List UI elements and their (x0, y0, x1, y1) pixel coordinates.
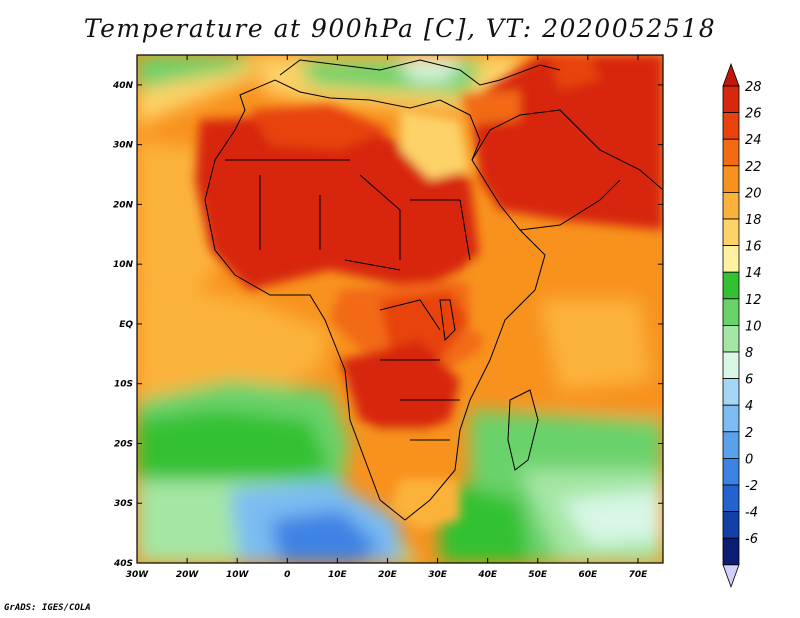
colorbar-label: 4 (745, 399, 753, 414)
lon-tick-label: 0 (284, 570, 290, 580)
colorbar-label: 22 (745, 160, 762, 175)
lon-tick-label: 10W (226, 570, 250, 580)
colorbar-segment (722, 218, 740, 247)
lat-tick-label: 20S (114, 439, 133, 449)
plot-frame (136, 54, 664, 564)
grads-credit: GrADS: IGES/COLA (4, 603, 91, 613)
lon-tick-label: 60E (579, 570, 599, 580)
lon-tick-label: 40E (477, 570, 498, 580)
colorbar-top-arrow (722, 62, 740, 87)
colorbar-label: 18 (745, 213, 762, 228)
map-axes: 30W 20W 10W 0 10E 20E 30E 40E 50E 60E 70E 40N 30N 20N… (112, 55, 663, 580)
colorbar-label: 26 (745, 107, 762, 122)
colorbar-segment (722, 165, 740, 193)
lon-tick-label: 30W (126, 570, 150, 580)
colorbar-segment (722, 404, 740, 433)
colorbar-label: 20 (745, 186, 762, 201)
lon-tick-label: 20E (378, 570, 398, 580)
colorbar-segment (722, 537, 740, 566)
map-title: Temperature at 900hPa [C], VT: 202005251… (83, 14, 717, 43)
lon-tick-label: 20W (176, 570, 200, 580)
colorbar-label: 10 (745, 319, 762, 334)
temperature-field (137, 55, 663, 563)
lat-tick-label: 20N (113, 200, 134, 210)
colorbar-segment (722, 85, 740, 114)
colorbar-label: -4 (745, 506, 758, 521)
lat-tick-label: 30N (113, 141, 134, 151)
colorbar-label: -2 (745, 479, 758, 494)
colorbar-segment (722, 112, 740, 140)
colorbar-segment (722, 457, 740, 486)
colorbar-segment (722, 351, 740, 380)
lon-tick-label: 10E (328, 570, 348, 580)
coastlines (204, 59, 663, 521)
colorbar-label: 12 (745, 293, 762, 308)
lat-tick-label: EQ (119, 320, 133, 330)
colorbar-segment (722, 298, 740, 326)
colorbar-label: 28 (745, 80, 762, 95)
colorbar-bottom-arrow (722, 564, 740, 588)
colorbar-segment (722, 431, 740, 459)
lat-tick-label: 40N (112, 81, 134, 91)
colorbar-segment (722, 271, 740, 300)
colorbar-segment (722, 378, 740, 406)
lat-tick-label: 10N (113, 260, 134, 270)
colorbar-label: 2 (745, 426, 753, 441)
colorbar-segment (722, 191, 740, 220)
lat-tick-label: 10S (114, 380, 133, 390)
colorbar-label: 8 (745, 346, 753, 361)
lon-tick-label: 30E (428, 570, 448, 580)
lon-tick-label: 50E (528, 570, 548, 580)
colorbar-label: 16 (745, 240, 762, 255)
colorbar-label: -6 (745, 532, 758, 547)
colorbar-segment (722, 484, 740, 513)
colorbar-segment (722, 138, 740, 167)
colorbar-segment (722, 324, 740, 353)
colorbar-label: 0 (745, 452, 753, 467)
colorbar-label: 14 (745, 266, 762, 281)
lon-tick-label: 70E (629, 570, 649, 580)
lat-tick-label: 40S (113, 559, 133, 569)
colorbar-label: 24 (745, 133, 762, 148)
colorbar-segment (722, 511, 740, 539)
colorbar-segment (722, 245, 740, 273)
lat-tick-label: 30S (114, 499, 133, 509)
colorbar-label: 6 (745, 373, 753, 388)
